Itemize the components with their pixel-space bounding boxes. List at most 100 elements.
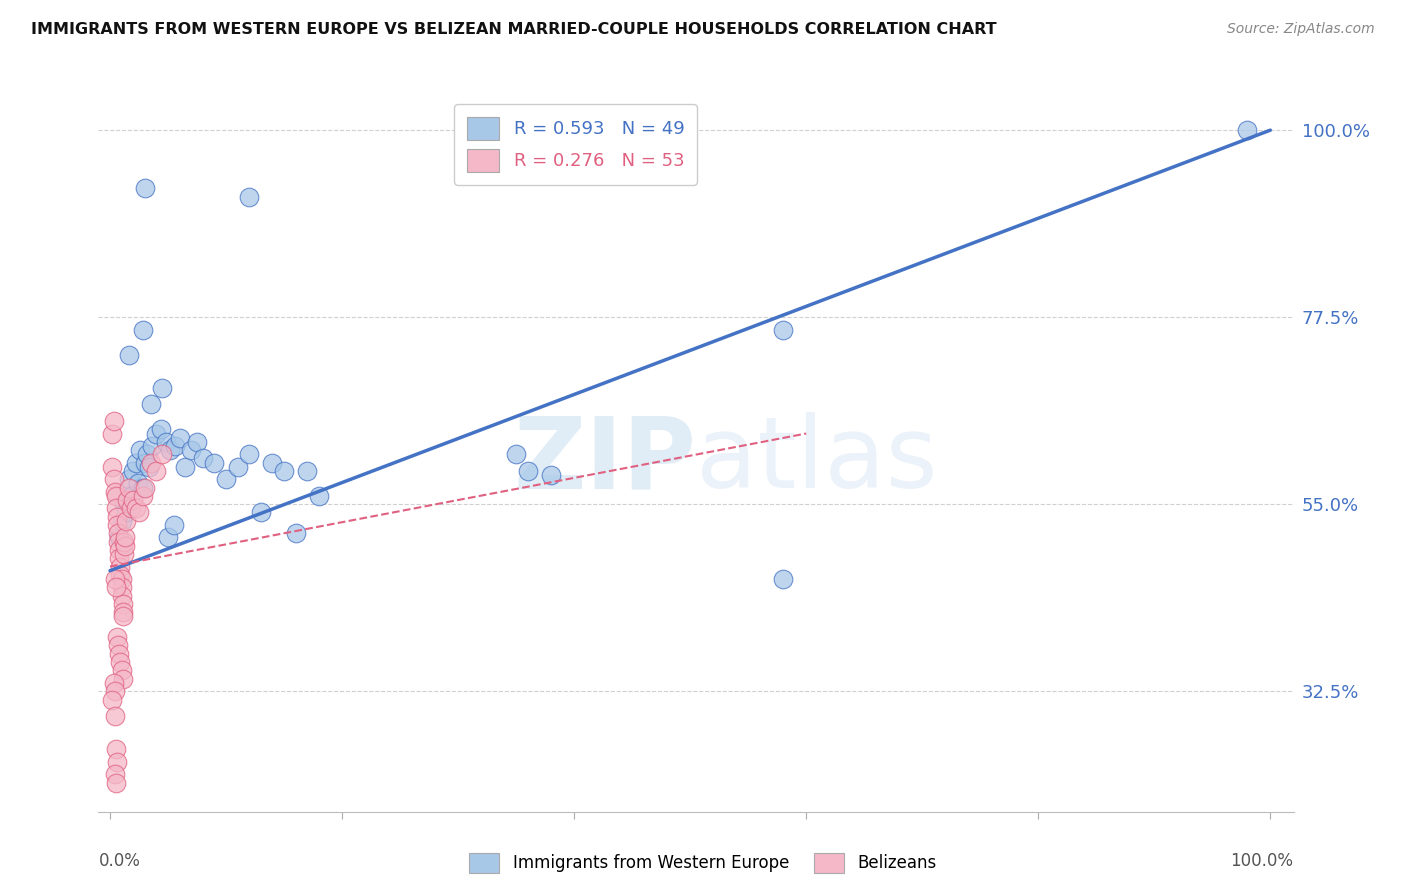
Point [115, 514, 138, 528]
Point [150, 381, 173, 395]
Point [129, 443, 152, 458]
Point [108, 530, 131, 544]
Text: atlas: atlas [696, 412, 938, 509]
Text: 100.0%: 100.0% [1230, 852, 1294, 870]
Point [104, 742, 127, 756]
Point [772, 572, 794, 586]
Point [186, 434, 208, 449]
Point [122, 493, 145, 508]
Point [111, 572, 134, 586]
Point [105, 518, 128, 533]
Point [101, 426, 124, 441]
Point [505, 447, 527, 461]
Point [238, 447, 260, 461]
Point [117, 481, 139, 495]
Point [111, 664, 134, 678]
Point [145, 426, 167, 441]
Point [107, 526, 129, 541]
Text: Source: ZipAtlas.com: Source: ZipAtlas.com [1227, 22, 1375, 37]
Point [191, 451, 214, 466]
Point [141, 439, 163, 453]
Point [112, 497, 135, 511]
Point [111, 580, 134, 594]
Point [103, 676, 125, 690]
Point [104, 775, 127, 789]
Point [103, 414, 125, 428]
Point [124, 456, 146, 470]
Point [112, 547, 135, 561]
Point [131, 323, 153, 337]
Point [111, 514, 134, 528]
Point [134, 481, 156, 495]
Point [139, 397, 162, 411]
Point [104, 709, 127, 723]
Point [111, 605, 134, 619]
Point [226, 459, 249, 474]
Point [104, 580, 127, 594]
Point [107, 639, 129, 653]
Point [111, 597, 134, 611]
Point [124, 501, 146, 516]
Point [250, 506, 273, 520]
Point [284, 526, 307, 541]
Point [180, 443, 202, 458]
Point [157, 530, 180, 544]
Legend: Immigrants from Western Europe, Belizeans: Immigrants from Western Europe, Belizean… [463, 847, 943, 880]
Point [115, 506, 138, 520]
Point [111, 672, 134, 686]
Point [138, 459, 160, 474]
Point [163, 518, 186, 533]
Point [103, 472, 125, 486]
Point [110, 559, 132, 574]
Point [101, 459, 124, 474]
Point [169, 431, 191, 445]
Point [107, 534, 129, 549]
Point [104, 572, 127, 586]
Point [297, 464, 319, 478]
Point [122, 464, 145, 478]
Point [131, 489, 153, 503]
Point [104, 489, 127, 503]
Point [772, 323, 794, 337]
Point [262, 456, 284, 470]
Point [120, 501, 142, 516]
Point [155, 434, 177, 449]
Point [174, 459, 197, 474]
Point [238, 189, 260, 203]
Point [105, 755, 128, 769]
Point [204, 456, 226, 470]
Point [150, 422, 173, 436]
Point [104, 684, 127, 698]
Legend: R = 0.593   N = 49, R = 0.276   N = 53: R = 0.593 N = 49, R = 0.276 N = 53 [454, 104, 697, 185]
Point [108, 542, 131, 557]
Point [120, 489, 142, 503]
Text: 0.0%: 0.0% [98, 852, 141, 870]
Point [134, 456, 156, 470]
Point [134, 181, 156, 195]
Point [117, 472, 139, 486]
Point [105, 630, 128, 644]
Point [139, 456, 162, 470]
Point [308, 489, 330, 503]
Point [105, 509, 128, 524]
Point [127, 476, 149, 491]
Text: ZIP: ZIP [513, 412, 696, 509]
Point [117, 348, 139, 362]
Point [104, 484, 127, 499]
Point [110, 655, 132, 669]
Point [114, 539, 136, 553]
Point [150, 447, 173, 461]
Point [159, 443, 181, 458]
Point [516, 464, 538, 478]
Point [215, 472, 238, 486]
Point [128, 506, 150, 520]
Point [111, 609, 134, 624]
Point [108, 551, 131, 566]
Point [540, 468, 562, 483]
Point [101, 692, 124, 706]
Point [104, 767, 127, 781]
Point [108, 647, 131, 661]
Point [131, 481, 153, 495]
Point [136, 447, 159, 461]
Point [145, 464, 167, 478]
